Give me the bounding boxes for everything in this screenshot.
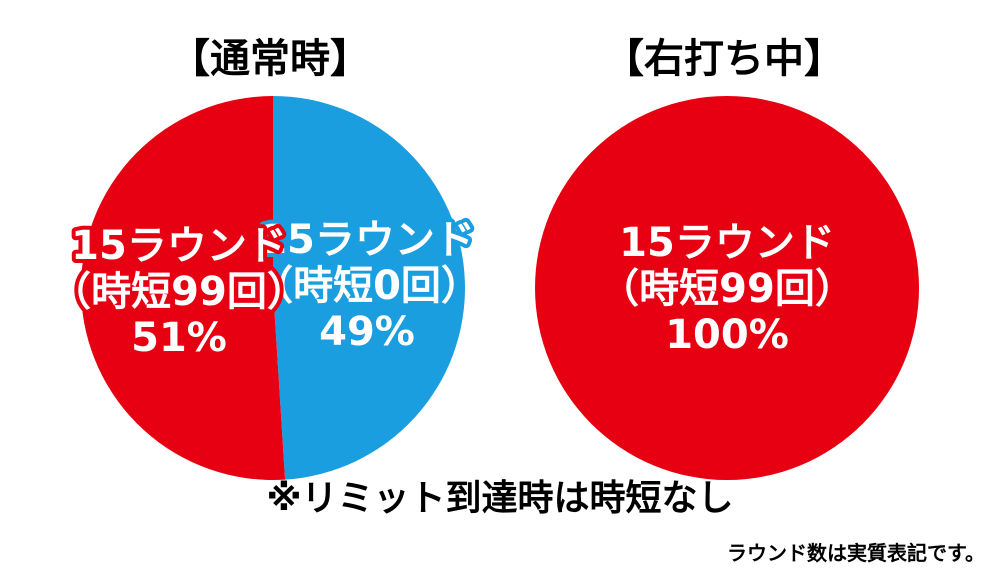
limit-note: ※リミット到達時は時短なし bbox=[267, 478, 734, 519]
slice-label-2: 15ラウンド（時短99回） 51% bbox=[51, 223, 307, 361]
slice-label-1: 15ラウンド（時短99回） 100% bbox=[599, 220, 855, 358]
pie-chart-2: 【右打ち中】 15ラウンド（時短99回） 100% bbox=[535, 36, 919, 480]
pie-slice-1 bbox=[273, 96, 465, 480]
slice-label-line: 51% bbox=[131, 315, 227, 361]
slice-label-line: 100% bbox=[665, 312, 789, 358]
pie-slice-1 bbox=[535, 96, 919, 480]
slice-label-line: 15ラウンド bbox=[71, 223, 287, 269]
slice-label-line: 15ラウンド bbox=[259, 217, 475, 263]
slice-label-line: （時短99回） bbox=[51, 269, 307, 315]
charts-layer: 【通常時】15ラウンド（時短0回） 49%15ラウンド（時短99回） 51%【右打ち… bbox=[47, 36, 919, 480]
chart-title: 【右打ち中】 bbox=[604, 36, 844, 82]
slice-label-line: 49% bbox=[319, 309, 415, 355]
slice-label-line: （時短0回） bbox=[253, 263, 481, 309]
chart-title: 【通常時】 bbox=[170, 36, 370, 82]
slice-label-line: 15ラウンド bbox=[619, 220, 835, 266]
pie-chart-1: 【通常時】15ラウンド（時短0回） 49%15ラウンド（時短99回） 51% bbox=[47, 36, 485, 480]
pie-slice-2 bbox=[80, 96, 286, 480]
slice-label-1: 15ラウンド（時短0回） 49% bbox=[253, 217, 481, 355]
slice-label-line: （時短99回） bbox=[599, 266, 855, 312]
round-count-note: ラウンド数は実質表記です。 bbox=[727, 541, 985, 565]
